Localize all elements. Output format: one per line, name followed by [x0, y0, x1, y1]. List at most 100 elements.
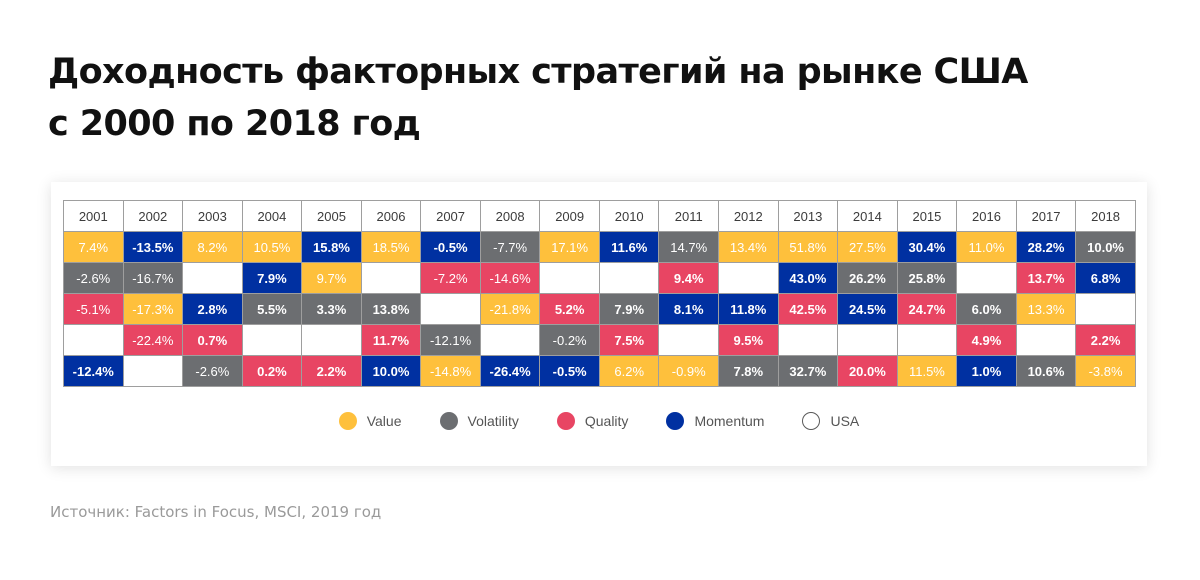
cell-2017-usa: 13.2%	[1015, 324, 1077, 356]
cell-2017-momentum: 28.2%	[1015, 231, 1077, 263]
table-row: -2.6% -16.7% 5.0% 7.9% 9.7% 14.2% -7.2% -14.6% 7…	[63, 262, 1136, 294]
cell-2006-usa: 14.2%	[360, 262, 422, 294]
cell-2001-volatility: -2.6%	[63, 262, 124, 294]
cell-2009-volatility: -0.2%	[539, 324, 600, 356]
cell-2013-volatility: 32.7%	[777, 355, 839, 387]
cell-2008-momentum: -26.4%	[479, 355, 541, 387]
returns-table: 2001 2002 2003 2004 2005 2006 2007 2008 2009 2010…	[63, 200, 1136, 387]
cell-2002-volatility: -16.7%	[122, 262, 184, 294]
cell-2018-usa: 3.5%	[1075, 293, 1136, 325]
year-header-2010: 2010	[598, 200, 660, 232]
cell-2004-value: 10.5%	[241, 231, 303, 263]
page-title: Доходность факторных стратегий на рынке …	[48, 46, 1028, 150]
cell-2011-value: -0.9%	[658, 355, 720, 387]
year-header-2001: 2001	[63, 200, 124, 232]
cell-2009-value: 17.1%	[539, 231, 600, 263]
year-header-row: 2001 2002 2003 2004 2005 2006 2007 2008 2009 2010…	[63, 200, 1136, 232]
cell-2010-quality: 7.5%	[598, 324, 660, 356]
cell-2013-quality: 42.5%	[777, 293, 839, 325]
cell-2015-value: 11.5%	[896, 355, 958, 387]
year-header-2015: 2015	[896, 200, 958, 232]
cell-2001-quality: -5.1%	[63, 293, 124, 325]
cell-2008-value: -21.8%	[479, 293, 541, 325]
cell-2012-usa: 12.8%	[718, 262, 779, 294]
cell-2008-quality: -14.6%	[479, 262, 541, 294]
cell-2013-usa: 40.6%	[777, 324, 839, 356]
legend-swatch-icon	[666, 412, 685, 430]
cell-2010-momentum: 11.6%	[598, 231, 660, 263]
cell-2005-value: 9.7%	[301, 262, 362, 294]
cell-2001-usa: -6.9%	[63, 324, 124, 356]
cell-2011-volatility: 14.7%	[658, 231, 720, 263]
cell-2003-momentum: 2.8%	[182, 293, 243, 325]
cell-2001-momentum: -12.4%	[63, 355, 124, 387]
title-line-1: Доходность факторных стратегий на рынке …	[48, 52, 1028, 92]
cell-2016-momentum: 1.0%	[956, 355, 1017, 387]
legend-swatch-icon	[338, 412, 357, 430]
legend-swatch-icon	[802, 412, 821, 430]
cell-2010-volatility: 7.9%	[598, 293, 660, 325]
cell-2017-value: 13.3%	[1015, 293, 1077, 325]
cell-2002-value: -17.3%	[122, 293, 184, 325]
cell-2006-momentum: 10.0%	[360, 355, 422, 387]
legend-item-usa: USA	[802, 412, 859, 430]
legend-swatch-icon	[439, 412, 458, 430]
cell-2005-volatility: 3.3%	[301, 293, 362, 325]
cell-2016-quality: 4.9%	[956, 324, 1017, 356]
year-header-2017: 2017	[1015, 200, 1077, 232]
cell-2018-quality: 2.2%	[1075, 324, 1136, 356]
year-header-2014: 2014	[837, 200, 898, 232]
cell-2012-quality: 9.5%	[718, 324, 779, 356]
year-header-2003: 2003	[182, 200, 243, 232]
year-header-2016: 2016	[956, 200, 1017, 232]
legend-label: Momentum	[694, 413, 765, 429]
year-header-2013: 2013	[777, 200, 839, 232]
cell-2009-usa: 7.2%	[539, 262, 600, 294]
chart-card: 2001 2002 2003 2004 2005 2006 2007 2008 2009 2010…	[51, 182, 1147, 466]
table-row: -6.9% -22.4% 0.7% 2.1% 2.5% 11.7% -12.1% -21.9%…	[63, 324, 1136, 356]
cell-2005-momentum: 15.8%	[301, 231, 362, 263]
cell-2002-quality: -22.4%	[122, 324, 184, 356]
cell-2008-usa: -21.9%	[479, 324, 541, 356]
legend-label: USA	[830, 413, 860, 429]
table-row: 7.4% -13.5% 8.2% 10.5% 15.8% 18.5% -0.5% -7.7% 1…	[63, 231, 1136, 263]
cell-2012-momentum: 11.8%	[718, 293, 779, 325]
cell-2003-value: 8.2%	[182, 231, 243, 263]
cell-2004-usa: 2.1%	[241, 324, 303, 356]
cell-2018-volatility: 10.0%	[1075, 231, 1136, 263]
cell-2002-momentum: -13.5%	[122, 231, 184, 263]
cell-2012-value: 13.4%	[718, 231, 779, 263]
cell-2013-momentum: 43.0%	[777, 262, 839, 294]
cell-2014-momentum: 24.5%	[837, 293, 898, 325]
cell-2006-volatility: 13.8%	[360, 293, 422, 325]
cell-2015-usa: 20.8%	[896, 324, 958, 356]
cell-2004-quality: 0.2%	[241, 355, 303, 387]
cell-2016-usa: 7.1%	[956, 262, 1017, 294]
cell-2015-quality: 24.7%	[896, 293, 958, 325]
cell-2011-quality: 9.4%	[658, 262, 720, 294]
year-header-2007: 2007	[420, 200, 481, 232]
legend-swatch-icon	[556, 412, 575, 430]
title-line-2: с 2000 по 2018 год	[48, 104, 421, 144]
cell-2005-quality: 2.2%	[301, 355, 362, 387]
cell-2015-momentum: 30.4%	[896, 231, 958, 263]
legend-item-volatility: Volatility	[439, 412, 519, 430]
cell-2017-quality: 13.7%	[1015, 262, 1077, 294]
legend-item-momentum: Momentum	[666, 412, 764, 430]
year-header-2012: 2012	[718, 200, 779, 232]
cell-2009-quality: 5.2%	[539, 293, 600, 325]
cell-2012-volatility: 7.8%	[718, 355, 779, 387]
cell-2008-volatility: -7.7%	[479, 231, 541, 263]
year-header-2009: 2009	[539, 200, 600, 232]
cell-2014-volatility: 26.2%	[837, 262, 898, 294]
returns-table-body: 7.4% -13.5% 8.2% 10.5% 15.8% 18.5% -0.5% -7.7% 1…	[63, 231, 1136, 387]
year-header-2006: 2006	[360, 200, 422, 232]
table-row: -12.4% -23.9% -2.6% 0.2% 2.2% 10.0% -14.8% -26.…	[63, 355, 1136, 387]
cell-2004-volatility: 5.5%	[241, 293, 303, 325]
cell-2014-value: 27.5%	[837, 231, 898, 263]
cell-2006-quality: 11.7%	[360, 324, 422, 356]
cell-2003-usa: 5.0%	[182, 262, 243, 294]
legend-item-quality: Quality	[556, 412, 628, 430]
cell-2009-momentum: -0.5%	[539, 355, 600, 387]
year-header-2008: 2008	[479, 200, 541, 232]
